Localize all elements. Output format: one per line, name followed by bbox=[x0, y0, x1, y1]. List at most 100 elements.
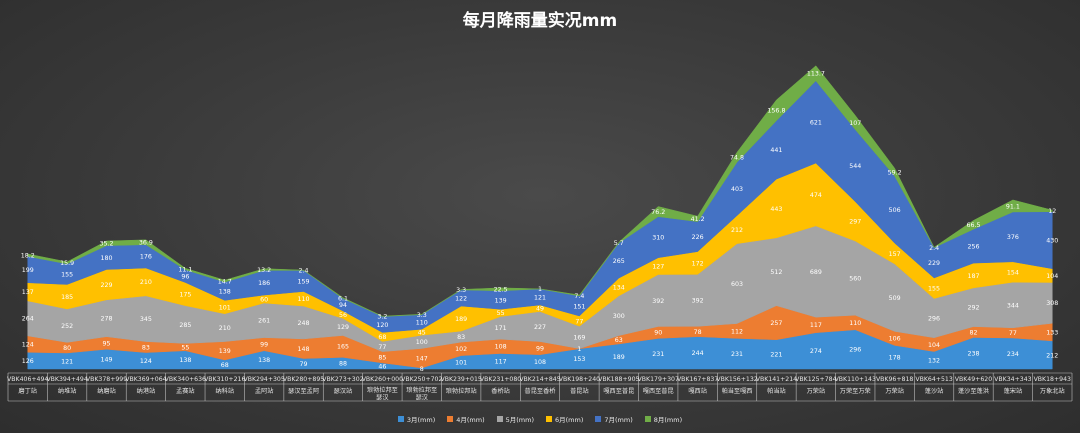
tick-label-code: VBK49+620 bbox=[955, 376, 992, 383]
data-label: 117 bbox=[810, 322, 822, 329]
tick-label-name: 孟赛站 bbox=[176, 387, 195, 395]
tick-label-code: VBK406+494 bbox=[7, 376, 48, 383]
data-label: 85 bbox=[378, 355, 386, 362]
legend-swatch bbox=[397, 416, 404, 422]
data-label: 156.8 bbox=[767, 108, 785, 115]
data-label: 185 bbox=[61, 294, 73, 301]
data-label: 148 bbox=[298, 346, 310, 353]
data-label: 310 bbox=[652, 234, 664, 241]
tick-label-name: 蓬沙至蓬洪 bbox=[958, 387, 989, 395]
tick-label-name: 嘎西至普昆 bbox=[643, 387, 674, 395]
data-label: 3.3 bbox=[456, 287, 466, 294]
data-label: 122 bbox=[455, 295, 467, 302]
data-label: 106 bbox=[889, 336, 901, 343]
legend-swatch bbox=[496, 416, 503, 422]
data-label: 59.2 bbox=[888, 169, 902, 176]
tick-label-name: 嘎西至普昆 bbox=[603, 387, 634, 395]
data-label: 101 bbox=[219, 304, 231, 311]
tick-label-code: VBK214+845 bbox=[519, 376, 560, 383]
tick-label-name: 帕当站 bbox=[767, 387, 786, 395]
legend-swatch bbox=[447, 416, 454, 422]
legend-item: 5月(mm) bbox=[496, 414, 534, 424]
data-label: 77 bbox=[378, 344, 386, 351]
data-label: 252 bbox=[61, 323, 73, 330]
tick-label-name: 香桥站 bbox=[491, 387, 510, 395]
data-label: 138 bbox=[219, 289, 231, 296]
data-label: 5.7 bbox=[614, 240, 624, 247]
data-label: 79 bbox=[300, 361, 308, 368]
data-label: 278 bbox=[101, 316, 113, 323]
data-label: 11.1 bbox=[178, 266, 192, 273]
data-label: 95 bbox=[103, 340, 111, 347]
data-label: 171 bbox=[495, 325, 507, 332]
data-label: 35.2 bbox=[100, 241, 114, 248]
tick-label-code: VBK340+636 bbox=[165, 376, 206, 383]
data-label: 506 bbox=[889, 207, 901, 214]
data-label: 376 bbox=[1007, 234, 1019, 241]
data-label: 261 bbox=[258, 318, 270, 325]
tick-label-name: 瑟汉至孟阿 bbox=[288, 387, 319, 395]
data-label: 88 bbox=[339, 360, 347, 367]
data-label: 544 bbox=[849, 163, 861, 170]
legend-item: 8月(mm) bbox=[644, 414, 682, 424]
data-label: 155 bbox=[61, 271, 73, 278]
tick-label-name: 琅勃拉邦至 bbox=[406, 386, 437, 394]
tick-label-code: VBK198+240 bbox=[559, 376, 600, 383]
data-label: 139 bbox=[219, 348, 231, 355]
data-label: 66.5 bbox=[966, 222, 980, 229]
data-label: 134 bbox=[613, 284, 625, 291]
tick-label-name: 纳磨站 bbox=[97, 387, 116, 395]
tick-label-name: 纳堆站 bbox=[58, 387, 77, 395]
data-label: 189 bbox=[455, 316, 467, 323]
data-label: 15.9 bbox=[60, 260, 74, 267]
tick-label-code: VBK34+343 bbox=[994, 376, 1031, 383]
data-label: 139 bbox=[495, 297, 507, 304]
tick-label-code: VBK64+513 bbox=[915, 376, 952, 383]
data-label: 77 bbox=[575, 318, 583, 325]
data-label: 41.2 bbox=[691, 216, 705, 223]
series-area-6 bbox=[27, 65, 1053, 317]
data-label: 300 bbox=[613, 313, 625, 320]
tick-label-code: VBK294+305 bbox=[243, 376, 284, 383]
data-label: 113.7 bbox=[807, 71, 825, 78]
data-label: 238 bbox=[967, 351, 979, 358]
data-label: 296 bbox=[849, 347, 861, 354]
legend-item: 3月(mm) bbox=[397, 414, 435, 424]
data-label: 256 bbox=[967, 243, 979, 250]
data-label: 392 bbox=[692, 298, 704, 305]
data-label: 229 bbox=[928, 260, 940, 267]
data-label: 77 bbox=[1009, 330, 1017, 337]
data-label: 74.8 bbox=[730, 155, 744, 162]
data-label: 133 bbox=[1046, 329, 1058, 336]
tick-label-code: VBK167+837 bbox=[677, 376, 718, 383]
chart-legend: 3月(mm) 4月(mm) 5月(mm) 6月(mm) 7月(mm) 8月(mm) bbox=[0, 414, 1080, 424]
tick-label-code: VBK96+818 bbox=[876, 376, 913, 383]
tick-label-name: 普昆站 bbox=[570, 387, 589, 395]
data-label: 104 bbox=[1046, 273, 1058, 280]
data-label: 102 bbox=[455, 346, 467, 353]
area-layers bbox=[27, 65, 1053, 370]
legend-swatch bbox=[644, 416, 651, 422]
tick-label-name: 纳科站 bbox=[215, 387, 234, 395]
data-label: 108 bbox=[495, 344, 507, 351]
data-label: 18.2 bbox=[21, 252, 35, 259]
data-label: 154 bbox=[1007, 269, 1019, 276]
data-label: 7.4 bbox=[574, 293, 584, 300]
data-label: 126 bbox=[22, 358, 34, 365]
tick-label-code: VBK250+702 bbox=[401, 376, 442, 383]
data-label: 186 bbox=[258, 280, 270, 287]
tick-label-name: 帕当至嘎西 bbox=[722, 387, 753, 395]
data-label: 127 bbox=[652, 263, 664, 270]
data-label: 45 bbox=[418, 330, 426, 337]
data-label: 187 bbox=[967, 273, 979, 280]
data-label: 210 bbox=[140, 279, 152, 286]
data-label: 165 bbox=[337, 344, 349, 351]
tick-label-name: 普昆至香桥 bbox=[525, 387, 556, 395]
data-label: 55 bbox=[181, 344, 189, 351]
data-label: 112 bbox=[731, 328, 743, 335]
data-label: 110 bbox=[849, 320, 861, 327]
data-label: 509 bbox=[889, 295, 901, 302]
tick-label-code: VBK231+080 bbox=[480, 376, 521, 383]
tick-label-code: VBK239+015 bbox=[441, 376, 482, 383]
